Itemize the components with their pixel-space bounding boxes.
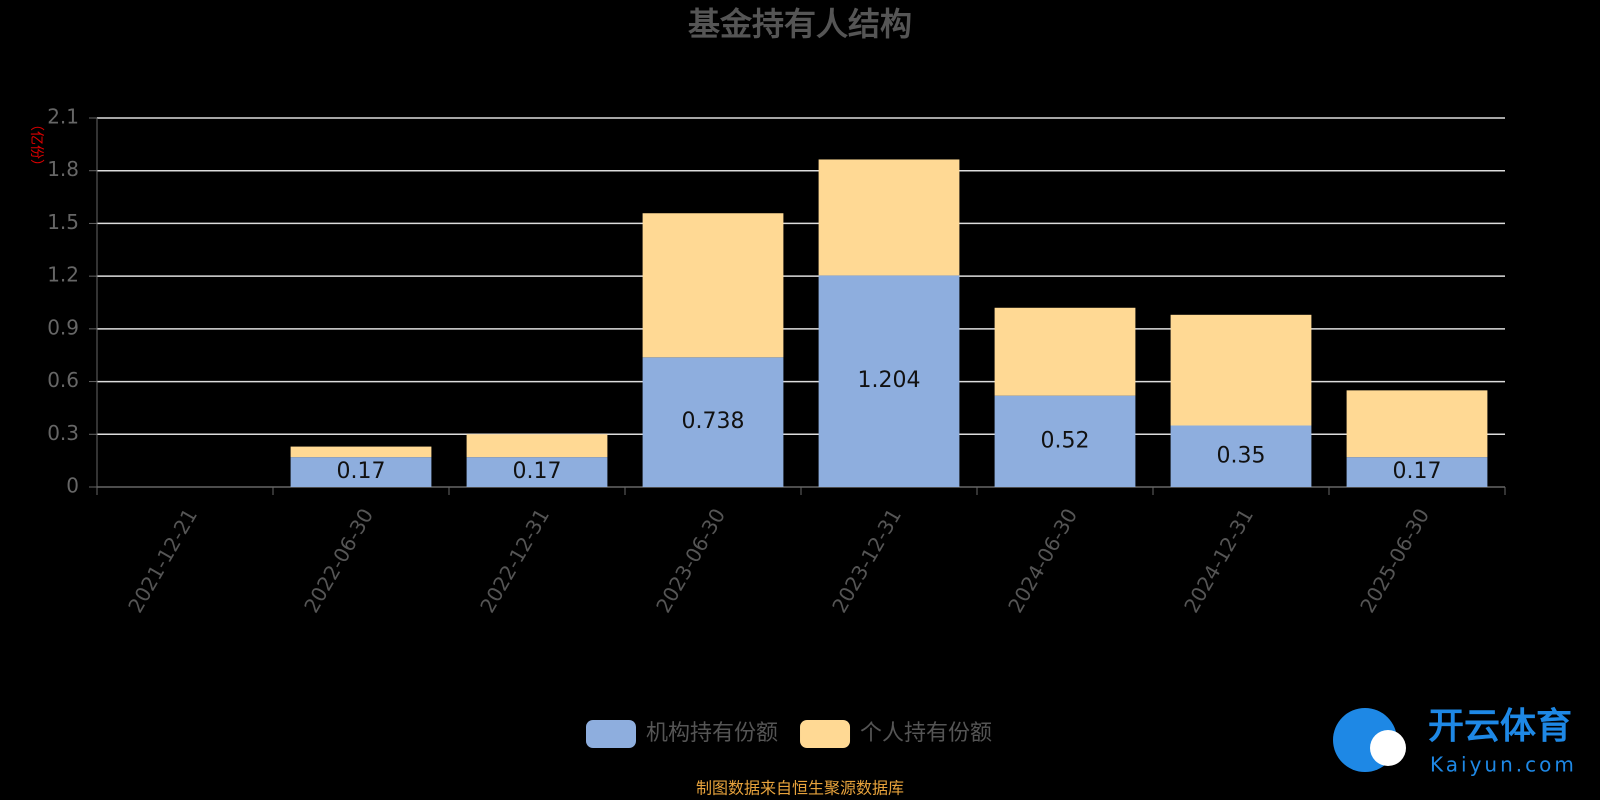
legend-label[interactable]: 个人持有份额 bbox=[860, 721, 992, 746]
x-tick-label: 2024-12-31 bbox=[1179, 504, 1258, 617]
y-tick-label: 1.5 bbox=[47, 210, 79, 234]
data-label: 0.17 bbox=[1393, 459, 1442, 484]
y-tick-label: 0.3 bbox=[47, 421, 79, 445]
data-label: 0.17 bbox=[337, 459, 386, 484]
bar-segment bbox=[466, 434, 608, 458]
bar-segment bbox=[1346, 390, 1488, 458]
bar-segment bbox=[1170, 425, 1312, 487]
y-tick-label: 0.6 bbox=[47, 368, 79, 392]
bar-segment bbox=[818, 159, 960, 276]
legend-swatch[interactable] bbox=[586, 720, 636, 748]
bar-segment bbox=[466, 457, 608, 487]
bar-segment bbox=[818, 275, 960, 487]
y-tick-label: 0 bbox=[66, 474, 79, 498]
bar-segment bbox=[994, 395, 1136, 487]
x-tick-label: 2023-06-30 bbox=[651, 504, 730, 617]
bar-segment bbox=[642, 213, 784, 358]
logo-ball bbox=[1370, 730, 1406, 766]
data-label: 0.17 bbox=[513, 459, 562, 484]
x-tick-label: 2024-06-30 bbox=[1003, 504, 1082, 617]
x-tick-label: 2021-12-21 bbox=[123, 504, 202, 617]
y-tick-label: 2.1 bbox=[47, 105, 79, 129]
bar-segment bbox=[290, 446, 432, 458]
legend-label[interactable]: 机构持有份额 bbox=[646, 721, 778, 746]
bar-segment bbox=[290, 457, 432, 487]
data-label: 1.204 bbox=[858, 368, 921, 393]
data-label: 0.738 bbox=[682, 409, 745, 434]
watermark-text: 开云体育 bbox=[1428, 706, 1572, 747]
legend-swatch[interactable] bbox=[800, 720, 851, 748]
data-label: 0.35 bbox=[1217, 443, 1266, 468]
chart-title: 基金持有人结构 bbox=[688, 5, 912, 43]
x-tick-label: 2023-12-31 bbox=[827, 504, 906, 617]
watermark: 开云体育 Kaiyun.com bbox=[1333, 706, 1577, 777]
source-note: 制图数据来自恒生聚源数据库 bbox=[696, 779, 904, 798]
bar-segment bbox=[642, 357, 784, 487]
bar-segment bbox=[994, 307, 1136, 396]
x-tick-label: 2025-06-30 bbox=[1355, 504, 1434, 617]
watermark-url: Kaiyun.com bbox=[1430, 753, 1577, 777]
x-tick-label: 2022-12-31 bbox=[475, 504, 554, 617]
y-axis-label: （亿份） bbox=[28, 117, 44, 173]
data-label: 0.52 bbox=[1041, 428, 1090, 453]
x-tick-label: 2022-06-30 bbox=[299, 504, 378, 617]
y-tick-label: 0.9 bbox=[47, 315, 79, 339]
y-tick-label: 1.8 bbox=[47, 157, 79, 181]
bar-segment bbox=[1346, 457, 1488, 487]
y-tick-label: 1.2 bbox=[47, 263, 79, 287]
bar-segment bbox=[1170, 314, 1312, 426]
